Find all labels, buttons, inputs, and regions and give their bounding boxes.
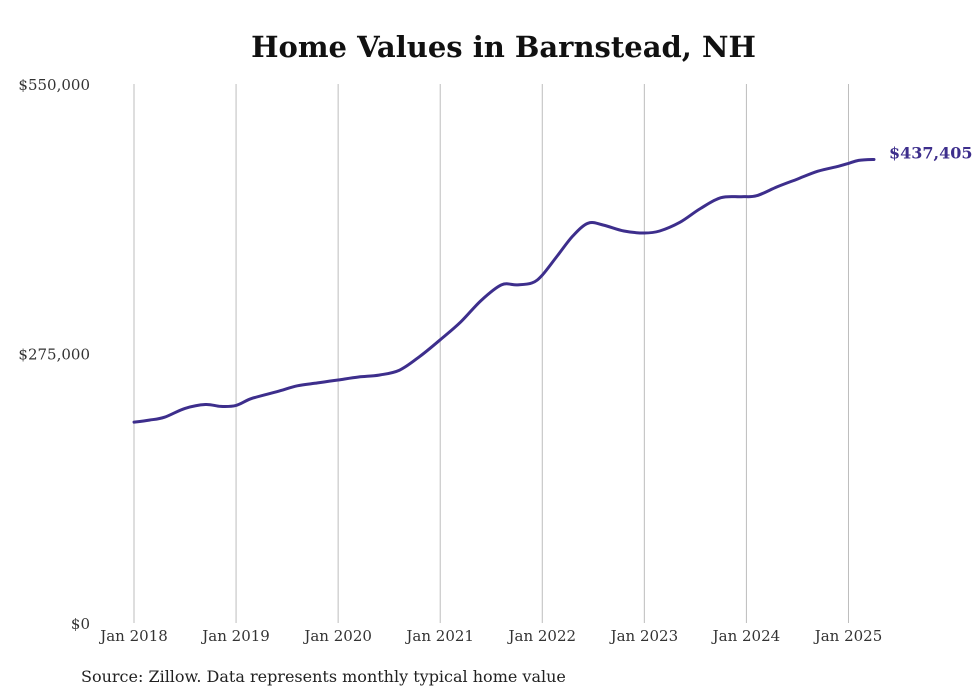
x-tick-label: Jan 2022: [506, 627, 576, 645]
latest-value-label: $437,405: [889, 143, 973, 162]
x-tick-label: Jan 2018: [98, 627, 168, 645]
x-tick-label: Jan 2020: [302, 627, 372, 645]
chart-title: Home Values in Barnstead, NH: [251, 30, 756, 64]
y-axis-tick-labels: $0 $275,000 $550,000: [18, 76, 90, 633]
x-tick-label: Jan 2024: [711, 627, 781, 645]
x-tick-label: Jan 2025: [813, 627, 883, 645]
y-tick-label: $550,000: [18, 76, 90, 94]
x-tick-label: Jan 2021: [404, 627, 474, 645]
home-value-line: [132, 158, 876, 424]
x-axis-tick-labels: Jan 2018 Jan 2019 Jan 2020 Jan 2021 Jan 2022…: [98, 627, 882, 645]
y-tick-label: $275,000: [18, 346, 90, 364]
x-tick-label: Jan 2019: [200, 627, 270, 645]
vertical-gridlines: [133, 84, 849, 623]
y-tick-label: $0: [71, 615, 90, 633]
line-chart: $0$275,000$550,000 Jan 2018 Jan 2019 Jan 2…: [18, 76, 973, 645]
x-tick-label: Jan 2023: [609, 627, 679, 645]
source-note: Source: Zillow. Data represents monthly …: [81, 667, 566, 686]
